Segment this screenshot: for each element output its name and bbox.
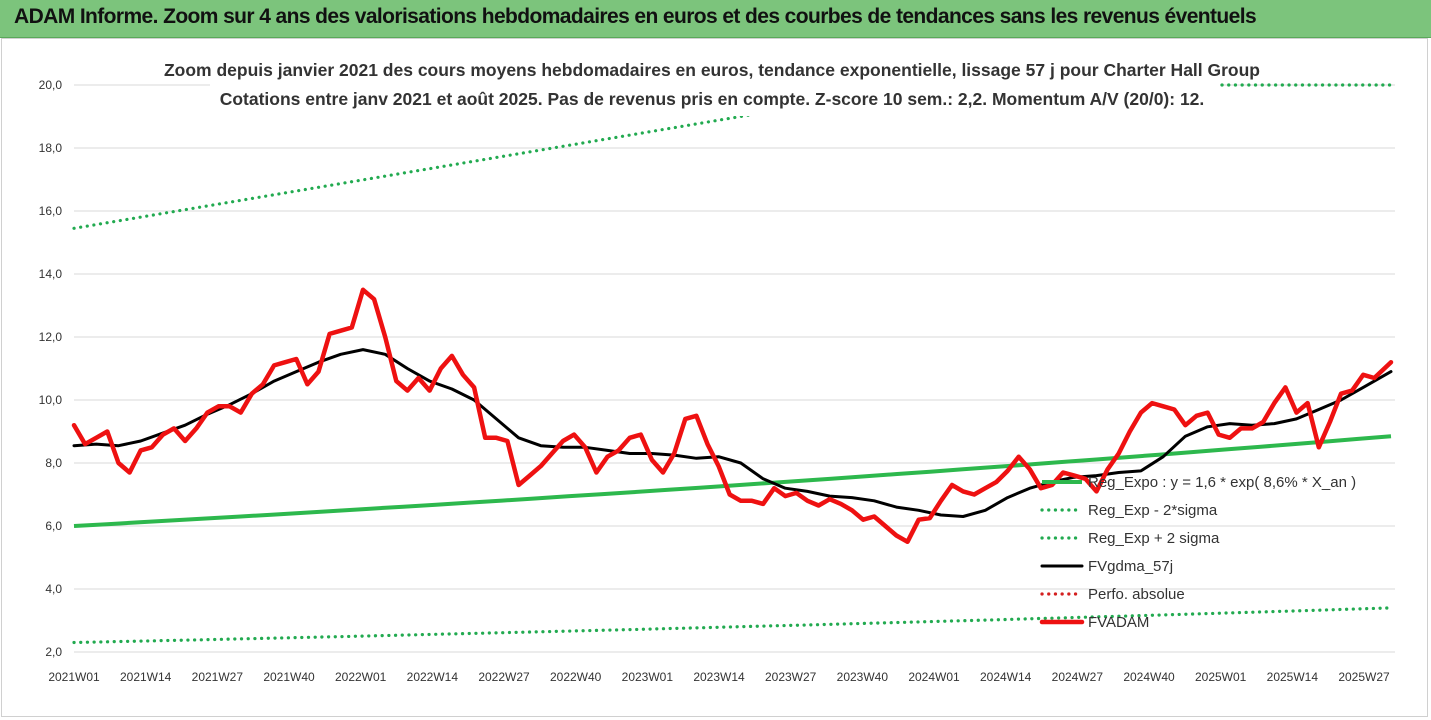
x-tick-label: 2023W40 xyxy=(837,670,889,684)
y-axis-ticks: 2,0 4,0 6,0 8,0 10,0 12,0 14,0 16,0 18,0 20,0 xyxy=(39,78,63,659)
x-tick-label: 2025W27 xyxy=(1338,670,1390,684)
legend-entry: Reg_Exp + 2 sigma xyxy=(1088,530,1220,547)
series-line xyxy=(71,287,1394,545)
x-tick-label: 2025W01 xyxy=(1195,670,1247,684)
x-tick-label: 2021W14 xyxy=(120,670,172,684)
x-tick-label: 2022W40 xyxy=(550,670,602,684)
x-tick-label: 2024W27 xyxy=(1052,670,1104,684)
y-gridlines xyxy=(74,84,1395,653)
y-tick-label: 4,0 xyxy=(45,582,62,596)
x-tick-label: 2022W14 xyxy=(407,670,459,684)
x-tick-label: 2024W14 xyxy=(980,670,1032,684)
x-tick-label: 2023W27 xyxy=(765,670,817,684)
chart-subtitle-line-1: Zoom depuis janvier 2021 des cours moyen… xyxy=(164,60,1260,80)
report-title: ADAM Informe. Zoom sur 4 ans des valoris… xyxy=(14,5,1257,28)
series-line xyxy=(73,434,1392,528)
y-tick-label: 14,0 xyxy=(39,267,63,281)
legend-entry: Reg_Expo : y = 1,6 * exp( 8,6% * X_an ) xyxy=(1088,474,1356,491)
x-axis-ticks: 2021W01 2021W14 2021W27 2021W40 2022W01 2022W… xyxy=(48,670,1390,684)
series-lines xyxy=(71,83,1394,645)
x-tick-label: 2022W01 xyxy=(335,670,387,684)
y-tick-label: 20,0 xyxy=(39,78,63,92)
report-banner: ADAM Informe. Zoom sur 4 ans des valoris… xyxy=(0,0,1431,38)
legend-entry: Perfo. absolue xyxy=(1088,586,1185,603)
y-tick-label: 18,0 xyxy=(39,141,63,155)
y-tick-label: 16,0 xyxy=(39,204,63,218)
y-tick-label: 2,0 xyxy=(45,645,62,659)
x-tick-label: 2022W27 xyxy=(478,670,530,684)
series-line xyxy=(72,606,1393,645)
x-tick-label: 2025W14 xyxy=(1267,670,1319,684)
x-tick-label: 2021W27 xyxy=(192,670,244,684)
x-tick-label: 2021W40 xyxy=(263,670,315,684)
y-tick-label: 6,0 xyxy=(45,519,62,533)
y-tick-label: 8,0 xyxy=(45,456,62,470)
subtitle-background xyxy=(210,56,1220,116)
chart-legend: Reg_Expo : y = 1,6 * exp( 8,6% * X_an ) R… xyxy=(1039,474,1356,631)
x-tick-label: 2023W01 xyxy=(622,670,674,684)
series-line xyxy=(72,348,1393,518)
x-tick-label: 2023W14 xyxy=(693,670,745,684)
x-tick-label: 2024W01 xyxy=(908,670,960,684)
x-tick-label: 2024W40 xyxy=(1123,670,1175,684)
legend-entry: Reg_Exp - 2*sigma xyxy=(1088,502,1218,519)
chart-frame xyxy=(1,38,1428,717)
y-tick-label: 12,0 xyxy=(39,330,63,344)
chart-subtitle-line-2: Cotations entre janv 2021 et août 2025. … xyxy=(220,89,1205,109)
legend-entry: FVgdma_57j xyxy=(1088,558,1173,575)
legend-entry: FVADAM xyxy=(1088,614,1149,631)
y-tick-label: 10,0 xyxy=(39,393,63,407)
x-tick-label: 2021W01 xyxy=(48,670,100,684)
